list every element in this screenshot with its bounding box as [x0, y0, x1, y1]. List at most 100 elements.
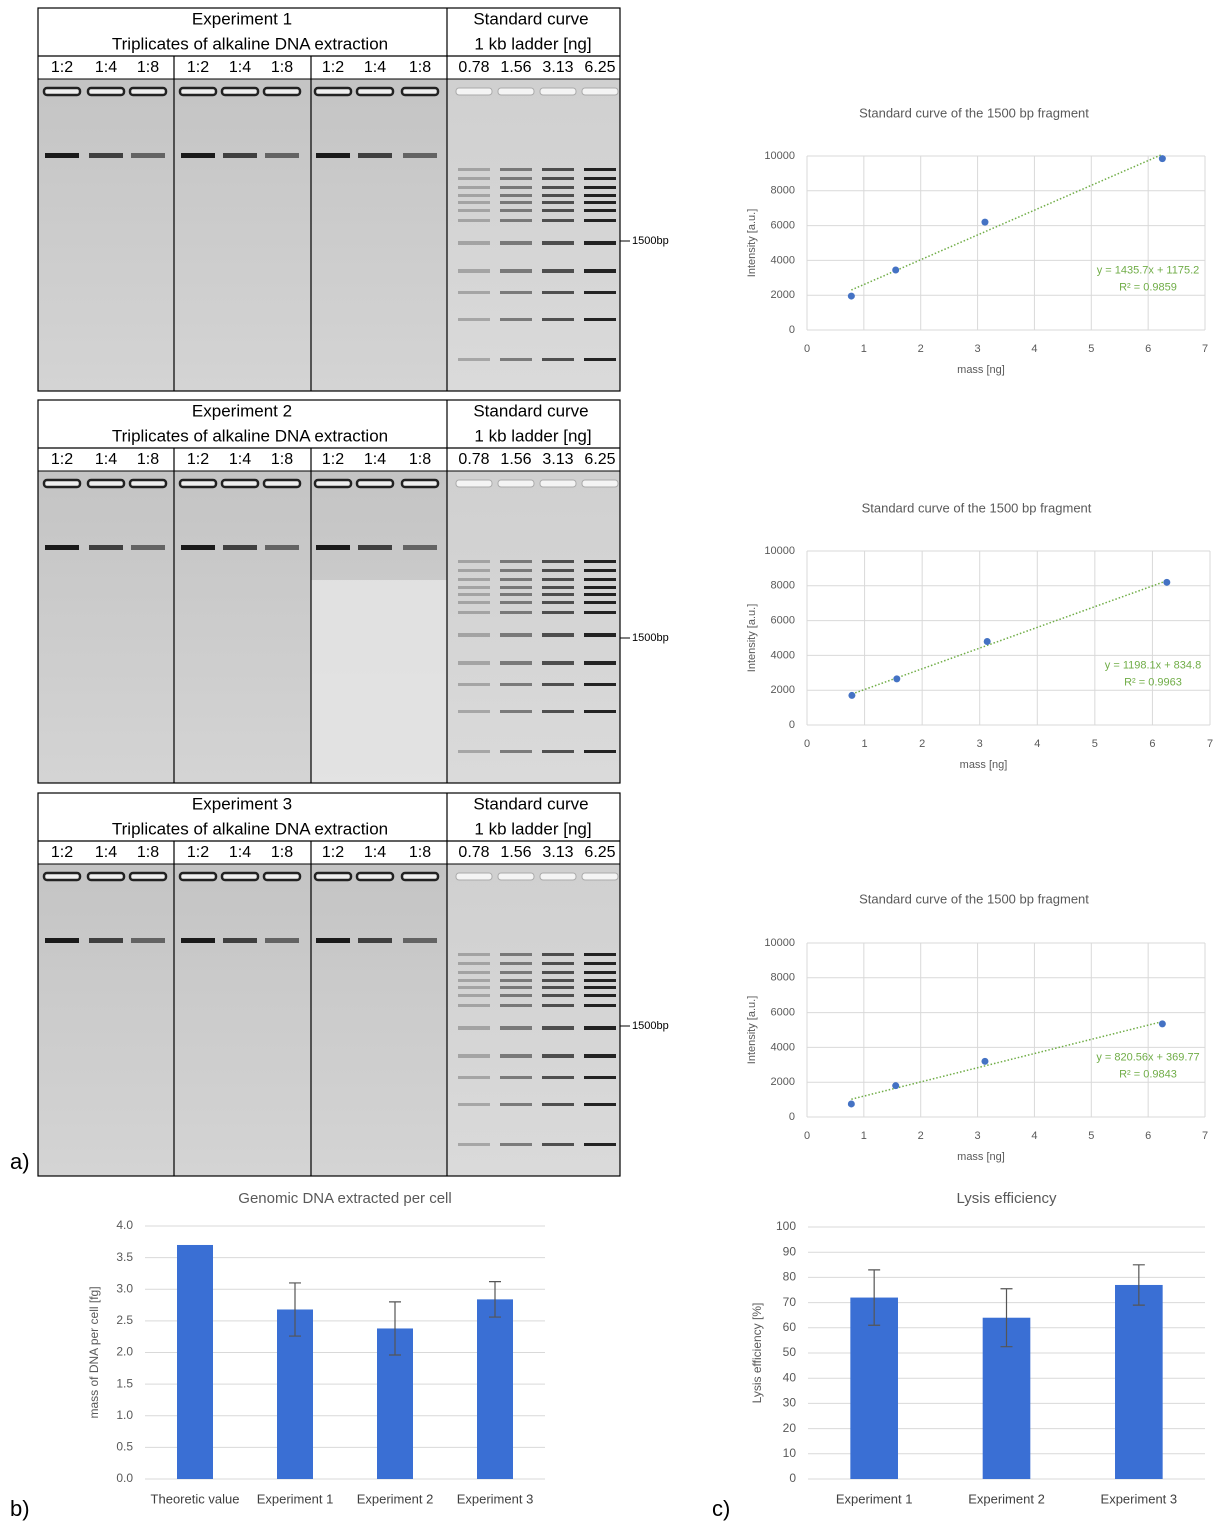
x-tick-label: 5	[1088, 1130, 1094, 1142]
y-tick-label: 1.5	[116, 1376, 133, 1390]
ladder-band	[458, 994, 490, 997]
ladder-band	[584, 710, 616, 713]
gel-title: Experiment 2	[192, 401, 292, 420]
ladder-band	[584, 971, 616, 974]
data-point	[1163, 579, 1170, 586]
ladder-band	[458, 318, 490, 321]
ladder-band	[542, 661, 574, 665]
marker-label: 1500bp	[632, 632, 669, 644]
panel-label: a)	[10, 1149, 30, 1174]
gel-well	[582, 480, 618, 487]
ladder-band	[500, 358, 532, 361]
ladder-band	[584, 1054, 616, 1058]
x-axis-label: mass [ng]	[960, 759, 1008, 771]
y-axis-label: Lysis efficiency [%]	[750, 1303, 764, 1404]
ladder-band	[500, 186, 532, 189]
y-tick-label: 50	[783, 1345, 797, 1359]
ladder-band	[542, 593, 574, 596]
y-tick-label: 10000	[764, 545, 795, 557]
x-tick-label: 6	[1145, 1130, 1151, 1142]
ladder-band	[542, 971, 574, 974]
y-tick-label: 0	[789, 719, 795, 731]
ladder-band	[584, 601, 616, 604]
dna-band	[265, 153, 299, 158]
gel-well	[222, 480, 258, 487]
ladder-band	[500, 201, 532, 204]
ladder-band	[458, 194, 490, 197]
data-point	[981, 1058, 988, 1065]
trend-equation: R² = 0.9859	[1119, 282, 1177, 294]
gel-well	[88, 480, 124, 487]
ladder-band	[584, 177, 616, 180]
trend-equation: R² = 0.9963	[1124, 677, 1182, 689]
y-tick-label: 4000	[771, 254, 795, 266]
lane-label: 1.56	[500, 451, 531, 468]
gel-well	[498, 480, 534, 487]
gel-well	[456, 480, 492, 487]
ladder-band	[584, 683, 616, 686]
x-axis-label: mass [ng]	[957, 364, 1005, 376]
ladder-band	[500, 1026, 532, 1030]
ladder-band	[458, 201, 490, 204]
y-tick-label: 10000	[764, 937, 795, 949]
ladder-band	[542, 318, 574, 321]
x-tick-label: Experiment 1	[836, 1491, 913, 1506]
ladder-band	[500, 994, 532, 997]
dna-band	[316, 153, 350, 158]
data-point	[892, 1082, 899, 1089]
x-tick-label: 3	[975, 343, 981, 355]
y-tick-label: 3.0	[116, 1281, 133, 1295]
lane-label: 1:2	[187, 451, 209, 468]
dna-band	[181, 153, 215, 158]
ladder-band	[500, 194, 532, 197]
x-tick-label: 7	[1207, 738, 1213, 750]
lane-label: 6.25	[584, 59, 615, 76]
ladder-band	[542, 683, 574, 686]
lane-label: 1:2	[51, 844, 73, 861]
lane-label: 1:2	[187, 59, 209, 76]
bar	[477, 1299, 513, 1479]
ladder-band	[458, 661, 490, 665]
ladder-band	[542, 979, 574, 982]
ladder-band	[584, 168, 616, 171]
x-tick-label: Experiment 1	[257, 1491, 334, 1506]
x-tick-label: Experiment 2	[357, 1491, 434, 1506]
ladder-band	[542, 962, 574, 965]
marker-label: 1500bp	[632, 235, 669, 247]
panel-label: b)	[10, 1496, 30, 1521]
gel-image	[38, 79, 447, 391]
ladder-band	[500, 578, 532, 581]
dna-band	[358, 545, 392, 550]
lane-label: 1:2	[322, 844, 344, 861]
lane-label: 1:4	[364, 59, 386, 76]
data-point	[984, 638, 991, 645]
ladder-band	[458, 168, 490, 171]
gel-well	[88, 88, 124, 95]
ladder-band	[458, 962, 490, 965]
x-tick-label: 4	[1031, 1130, 1037, 1142]
lane-label: 1:4	[229, 59, 251, 76]
gel-well	[130, 873, 166, 880]
gel-well	[88, 873, 124, 880]
ladder-band	[500, 971, 532, 974]
y-tick-label: 70	[783, 1295, 797, 1309]
y-axis-label: Intensity [a.u.]	[746, 996, 758, 1064]
dna-band	[265, 545, 299, 550]
x-tick-label: 4	[1034, 738, 1040, 750]
dna-band	[265, 938, 299, 943]
gel-well	[582, 873, 618, 880]
ladder-band	[500, 710, 532, 713]
gel-title: Experiment 3	[192, 794, 292, 813]
ladder-band	[542, 1004, 574, 1007]
ladder-band	[500, 586, 532, 589]
ladder-band	[500, 177, 532, 180]
dna-band	[403, 938, 437, 943]
gel-well	[180, 480, 216, 487]
gel-well	[402, 873, 438, 880]
ladder-band	[458, 750, 490, 753]
ladder-band	[500, 1004, 532, 1007]
y-tick-label: 4000	[771, 1041, 795, 1053]
lane-label: 3.13	[542, 59, 573, 76]
ladder-band	[542, 1103, 574, 1106]
ladder-band	[500, 979, 532, 982]
